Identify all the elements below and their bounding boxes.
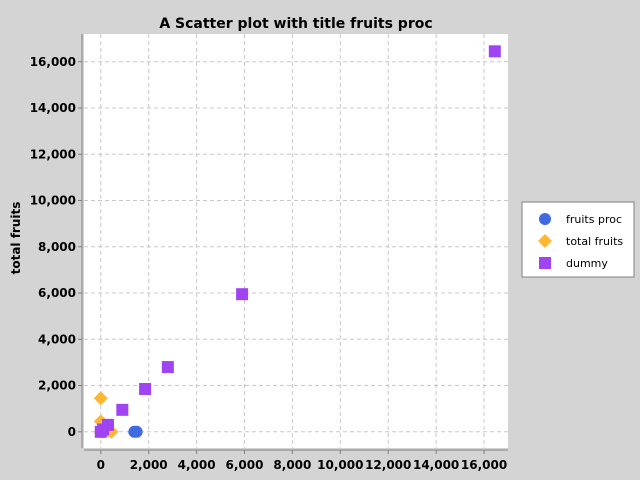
data-point: [488, 45, 501, 58]
x-tick-label: 16,000: [461, 458, 507, 472]
legend-item: dummy: [539, 257, 608, 270]
data-point: [130, 425, 143, 438]
y-tick-label: 8,000: [38, 240, 76, 254]
x-tick-label: 12,000: [365, 458, 411, 472]
legend-marker: [538, 234, 552, 248]
series-dummy: [94, 45, 501, 438]
y-tick-label: 2,000: [38, 379, 76, 393]
legend: fruits proc total fruits dummy: [521, 201, 635, 278]
data-point: [139, 383, 152, 396]
legend-item: fruits proc: [539, 213, 622, 226]
y-tick-label: 10,000: [30, 194, 76, 208]
data-point: [236, 288, 249, 301]
plot-area: [84, 34, 508, 448]
chart-title: A Scatter plot with title fruits proc: [159, 16, 432, 32]
data-points: [93, 45, 501, 439]
x-tick-label: 6,000: [226, 458, 264, 472]
x-tick-label: 8,000: [273, 458, 311, 472]
x-axis-ticks: 0 2,000 4,000 6,000 8,000 10,000 12,000 14,000 1…: [97, 450, 507, 472]
y-tick-label: 0: [68, 425, 76, 439]
legend-label: fruits proc: [566, 213, 622, 226]
legend-item: total fruits: [538, 234, 623, 248]
y-tick-label: 12,000: [30, 147, 76, 161]
x-tick-label: 14,000: [413, 458, 459, 472]
legend-marker: [539, 257, 551, 269]
y-axis-label: total fruits: [9, 202, 23, 275]
data-point: [101, 418, 114, 431]
legend-marker: [539, 213, 551, 225]
y-tick-label: 4,000: [38, 332, 76, 346]
y-tick-label: 14,000: [30, 101, 76, 115]
x-tick-label: 10,000: [317, 458, 363, 472]
legend-label: dummy: [566, 257, 608, 270]
data-point: [93, 391, 108, 406]
y-axis-ticks: 0 2,000 4,000 6,000 8,000 10,000 12,000 14,000 1…: [30, 55, 82, 439]
data-point: [116, 403, 129, 416]
y-tick-label: 6,000: [38, 286, 76, 300]
x-tick-label: 2,000: [130, 458, 168, 472]
legend-label: total fruits: [566, 235, 623, 248]
data-point: [161, 361, 174, 374]
x-tick-label: 4,000: [178, 458, 216, 472]
y-tick-label: 16,000: [30, 55, 76, 69]
grid-lines: [84, 34, 508, 448]
x-tick-label: 0: [97, 458, 105, 472]
